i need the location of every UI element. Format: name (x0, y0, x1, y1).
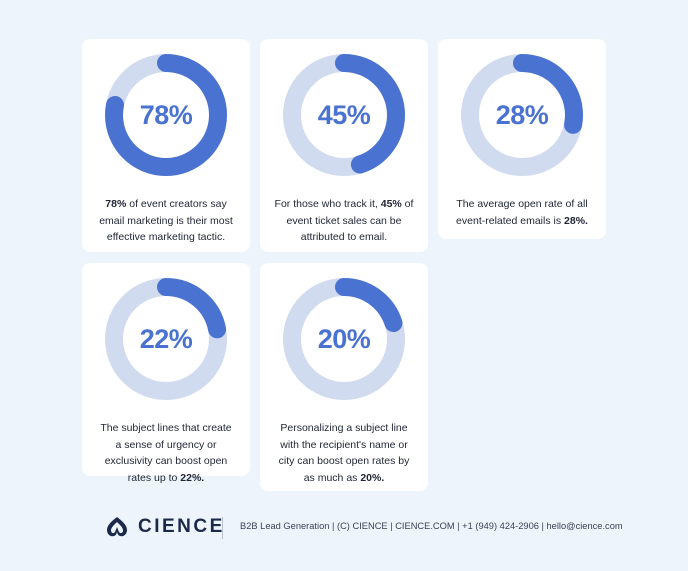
cience-logo: CIENCE (104, 515, 225, 539)
stat-percent-3: 28% (495, 99, 549, 130)
stat-card-2: 45% For those who track it, 45% of event… (260, 39, 428, 252)
stat-card-4: 22% The subject lines that create a sens… (82, 263, 250, 484)
stat-description-1: 78% of event creators say email marketin… (99, 198, 233, 243)
donut-chart-1 (105, 54, 227, 176)
donut-value (283, 278, 405, 400)
stat-percent-4: 22% (139, 323, 193, 354)
stat-card-3: 28% The average open rate of all event-r… (438, 39, 606, 239)
footer: CIENCE B2B Lead Generation | (C) CIENCE … (0, 505, 688, 549)
stat-description-2: For those who track it, 45% of event tic… (274, 198, 414, 243)
donut-value (105, 54, 227, 176)
stat-percent-2: 45% (317, 99, 371, 130)
donut-chart-3 (461, 54, 583, 176)
stat-description-4: The subject lines that create a sense of… (100, 422, 232, 484)
donut-chart-2 (283, 54, 405, 176)
brand-name: CIENCE (138, 516, 225, 537)
donut-value (283, 54, 405, 176)
stat-card-5: 20% Personalizing a subject line with th… (260, 263, 428, 491)
footer-contact-text: B2B Lead Generation | (C) CIENCE | CIENC… (240, 521, 623, 531)
donut-value (105, 278, 227, 400)
donut-value (461, 54, 583, 176)
donut-chart-4 (105, 278, 227, 400)
footer-divider (222, 517, 223, 539)
stat-card-1: 78% 78% of event creators say email mark… (82, 39, 250, 252)
cience-logo-icon (107, 517, 127, 537)
stat-percent-1: 78% (139, 99, 193, 130)
stat-description-3: The average open rate of all event-relat… (456, 198, 588, 227)
stat-description-5: Personalizing a subject line with the re… (278, 422, 410, 484)
stat-percent-5: 20% (317, 323, 371, 354)
donut-chart-5 (283, 278, 405, 400)
